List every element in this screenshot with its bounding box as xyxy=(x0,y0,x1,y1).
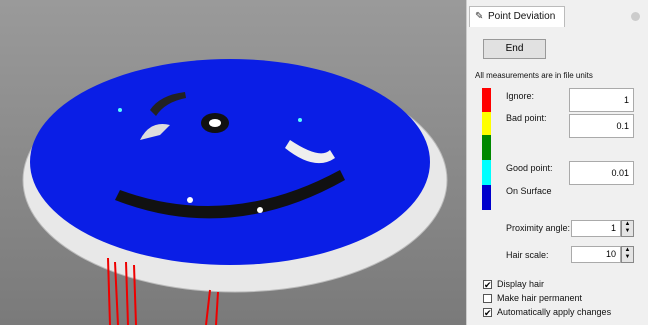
proximity-input[interactable]: 1 xyxy=(571,220,621,237)
option-label: Automatically apply changes xyxy=(497,307,611,317)
checkbox[interactable]: ✔ xyxy=(483,308,492,317)
threshold-input[interactable]: 0.1 xyxy=(569,114,634,138)
threshold-input[interactable]: 0.01 xyxy=(569,161,634,185)
on-surface-label: On Surface xyxy=(506,186,552,196)
viewport xyxy=(0,0,466,325)
threshold-label: Good point: xyxy=(506,163,553,173)
checkbox[interactable]: ✔ xyxy=(483,280,492,289)
hair-scale-label: Hair scale: xyxy=(506,250,549,260)
end-button[interactable]: End xyxy=(483,39,546,59)
hair-scale-spinner[interactable]: ▲▼ xyxy=(621,246,634,263)
gear-icon[interactable] xyxy=(631,12,640,21)
disc-surface xyxy=(30,59,430,265)
proximity-spinner[interactable]: ▲▼ xyxy=(621,220,634,237)
panel: ✎ Point Deviation End All measurements a… xyxy=(466,0,648,325)
units-note: All measurements are in file units xyxy=(475,71,593,80)
proximity-label: Proximity angle: xyxy=(506,223,570,233)
option-label: Make hair permanent xyxy=(497,293,582,303)
hair-scale-input[interactable]: 10 xyxy=(571,246,621,263)
screen: ✎ Point Deviation End All measurements a… xyxy=(0,0,648,325)
option-label: Display hair xyxy=(497,279,544,289)
tab-title: Point Deviation xyxy=(488,11,555,22)
checkbox[interactable] xyxy=(483,294,492,303)
color-bar xyxy=(482,88,491,210)
tab-icon: ✎ xyxy=(475,11,483,22)
threshold-label: Bad point: xyxy=(506,113,547,123)
threshold-input[interactable]: 1 xyxy=(569,88,634,112)
threshold-label: Ignore: xyxy=(506,91,534,101)
panel-tab[interactable]: ✎ Point Deviation xyxy=(469,6,565,27)
